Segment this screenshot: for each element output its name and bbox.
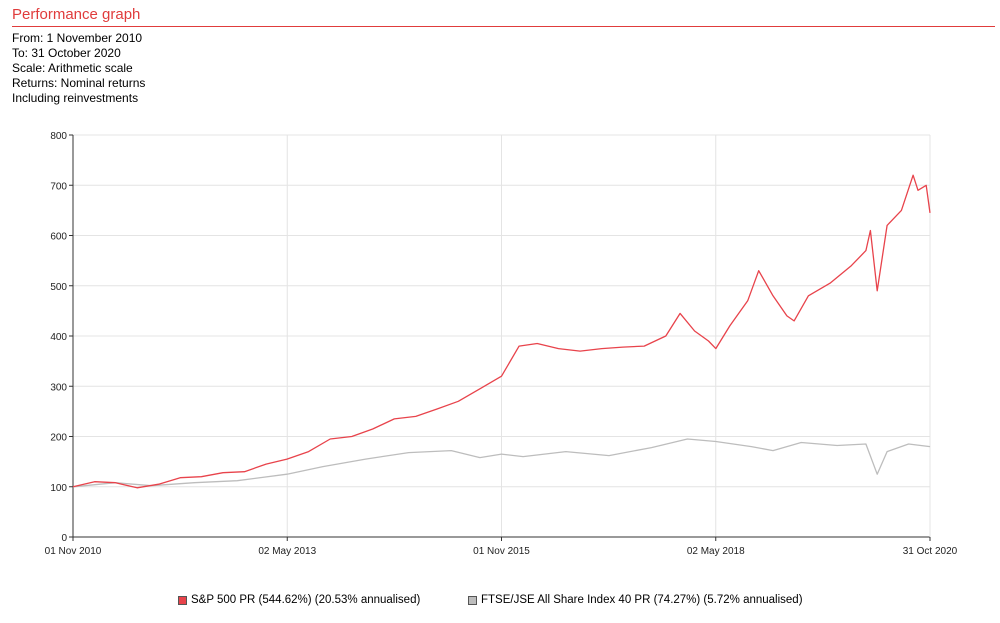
title-underline [12,26,995,27]
legend-label-sp500: S&P 500 PR (544.62%) (20.53% annualised) [191,594,421,606]
y-tick-label: 100 [50,483,67,494]
y-tick-label: 0 [61,533,67,544]
y-tick-label: 200 [50,433,67,444]
y-tick-label: 500 [50,282,67,293]
legend-item-ftse: FTSE/JSE All Share Index 40 PR (74.27%) … [468,594,803,606]
y-tick-label: 700 [50,181,67,192]
returns-info: Returns: Nominal returns [12,76,146,90]
x-tick-label: 01 Nov 2015 [473,546,530,557]
date-to: To: 31 October 2020 [12,46,121,60]
page-title: Performance graph [12,6,141,23]
date-from: From: 1 November 2010 [12,31,143,45]
legend-swatch-ftse [468,595,477,605]
scale-info: Scale: Arithmetic scale [12,61,133,75]
y-tick-label: 300 [50,382,67,393]
reinvest-info: Including reinvestments [12,91,139,105]
series-line-sp500 [72,174,931,489]
performance-chart: 0 100 200 300 400 500 600 700 800 01 Nov 2010 02 M… [45,131,958,557]
legend-swatch-sp500 [178,595,187,605]
x-tick-label: 02 May 2013 [258,546,316,557]
y-tick-label: 400 [50,332,67,343]
legend-item-sp500: S&P 500 PR (544.62%) (20.53% annualised) [178,594,420,606]
legend-label-ftse: FTSE/JSE All Share Index 40 PR (74.27%) … [481,594,803,606]
report-meta: From: 1 November 2010 To: 31 October 202… [12,31,145,106]
x-tick-label: 02 May 2018 [687,546,745,557]
y-tick-label: 800 [50,131,67,142]
series-line-ftse [72,438,931,488]
x-tick-label: 31 Oct 2020 [903,546,958,557]
x-tick-label: 01 Nov 2010 [45,546,102,557]
y-tick-label: 600 [50,232,67,243]
